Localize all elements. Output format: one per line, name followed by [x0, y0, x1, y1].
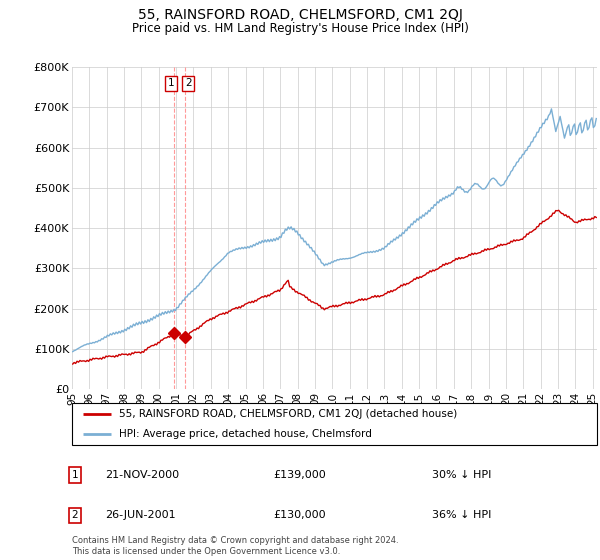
Text: 55, RAINSFORD ROAD, CHELMSFORD, CM1 2QJ: 55, RAINSFORD ROAD, CHELMSFORD, CM1 2QJ [137, 8, 463, 22]
Text: £130,000: £130,000 [274, 510, 326, 520]
Text: HPI: Average price, detached house, Chelmsford: HPI: Average price, detached house, Chel… [119, 430, 372, 439]
Text: 55, RAINSFORD ROAD, CHELMSFORD, CM1 2QJ (detached house): 55, RAINSFORD ROAD, CHELMSFORD, CM1 2QJ … [119, 409, 458, 419]
Text: 30% ↓ HPI: 30% ↓ HPI [432, 470, 491, 480]
Text: 1: 1 [71, 470, 79, 480]
FancyBboxPatch shape [72, 403, 597, 445]
Text: 36% ↓ HPI: 36% ↓ HPI [432, 510, 491, 520]
Text: 26-JUN-2001: 26-JUN-2001 [105, 510, 176, 520]
Text: 2: 2 [71, 510, 79, 520]
Text: 21-NOV-2000: 21-NOV-2000 [105, 470, 179, 480]
Text: Price paid vs. HM Land Registry's House Price Index (HPI): Price paid vs. HM Land Registry's House … [131, 22, 469, 35]
Text: £139,000: £139,000 [274, 470, 326, 480]
Text: 1: 1 [167, 78, 174, 88]
Text: Contains HM Land Registry data © Crown copyright and database right 2024.
This d: Contains HM Land Registry data © Crown c… [72, 536, 398, 556]
Text: 2: 2 [185, 78, 191, 88]
